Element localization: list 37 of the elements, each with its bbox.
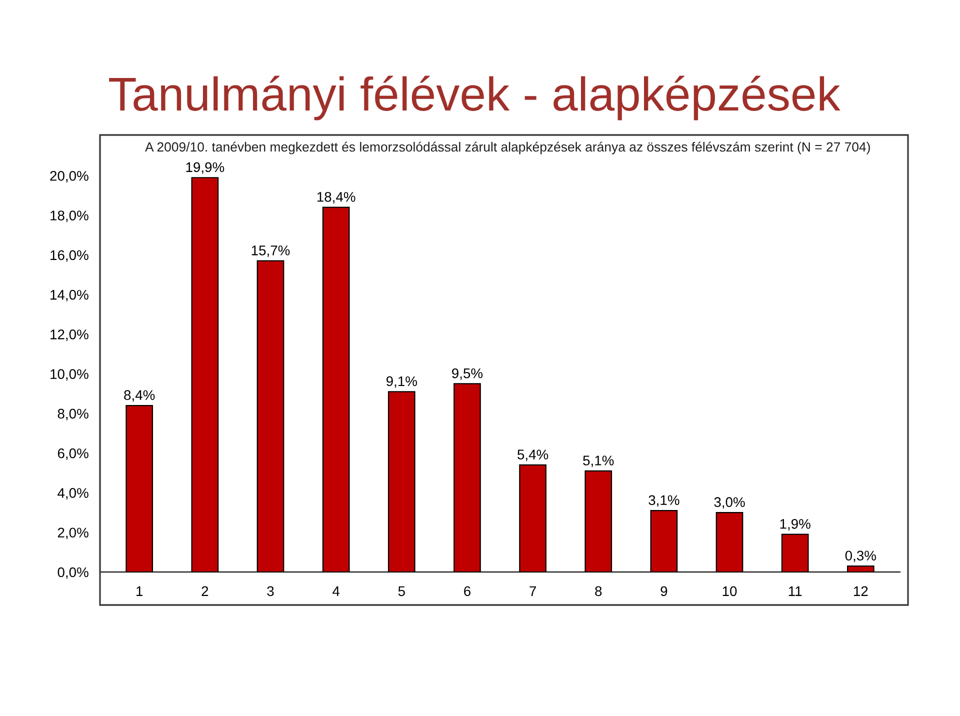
y-tick-label: 12,0%	[50, 330, 88, 341]
data-label: 0,3%	[845, 550, 876, 562]
x-tick-label: 7	[530, 586, 536, 596]
data-label: 3,0%	[714, 497, 745, 509]
x-tick-label: 2	[202, 586, 208, 596]
x-tick-label: 6	[464, 586, 470, 596]
x-tick-label: 9	[660, 586, 668, 596]
chart-title: Tanulmányi félévek - alapképzések	[109, 76, 840, 120]
x-tick-label: 12	[854, 586, 868, 596]
data-label: 5,4%	[518, 450, 548, 462]
data-label: 1,9%	[780, 518, 810, 530]
y-tick-label: 6,0%	[58, 448, 88, 460]
data-label: 9,1%	[386, 376, 417, 388]
data-label: 5,1%	[583, 456, 614, 468]
x-tick-label: 11	[788, 586, 802, 596]
data-label: 15,7%	[252, 246, 290, 257]
y-tick-label: 0,0%	[58, 567, 88, 579]
y-tick-label: 8,0%	[58, 408, 88, 420]
y-tick-label: 14,0%	[50, 290, 88, 302]
x-tick-label: 5	[398, 586, 405, 596]
y-tick-label: 4,0%	[58, 488, 88, 500]
x-tick-label: 1	[136, 586, 143, 596]
chart-subtitle: A 2009/10. tanévben megkezdett és lemorzsolódással zárult alapképzések aránya az összes félévszám szerint (N = 27 704)	[145, 142, 870, 154]
y-tick-label: 16,0%	[50, 250, 88, 262]
data-label: 3,1%	[648, 495, 680, 507]
data-label: 9,5%	[452, 368, 483, 380]
x-tick-label: 8	[595, 586, 602, 596]
x-tick-label: 10	[722, 586, 737, 596]
data-label: 18,4%	[317, 192, 356, 204]
y-tick-label: 2,0%	[58, 528, 88, 540]
y-tick-label: 18,0%	[50, 210, 88, 222]
data-label: 8,4%	[124, 390, 155, 402]
y-tick-label: 10,0%	[50, 369, 88, 381]
x-tick-label: 3	[267, 586, 274, 596]
x-tick-label: 4	[332, 586, 340, 596]
y-tick-label: 20,0%	[50, 170, 88, 182]
data-label: 19,9%	[186, 162, 224, 174]
